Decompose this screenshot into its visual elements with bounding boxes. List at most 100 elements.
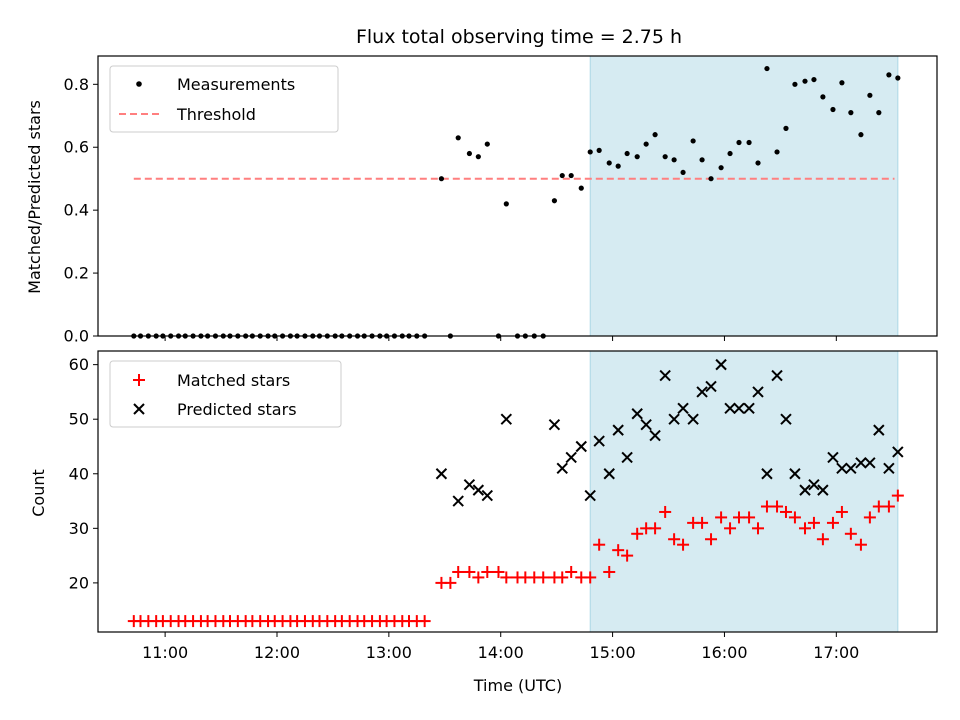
measurement-point	[811, 76, 817, 83]
measurement-point	[718, 165, 724, 171]
measurement-point	[652, 132, 658, 138]
measurement-point	[820, 94, 826, 100]
matched-star-point	[835, 505, 848, 518]
measurement-point	[858, 132, 864, 138]
ratio-y-axis-label: Matched/Predicted stars	[25, 100, 44, 294]
measurement-point	[634, 154, 640, 160]
count-shaded-region	[589, 350, 899, 633]
predicted-star-point	[845, 462, 857, 475]
predicted-star-point	[789, 468, 801, 480]
measurement-point	[690, 138, 696, 144]
measurement-point	[680, 169, 686, 176]
predicted-star-point	[827, 451, 839, 464]
predicted-star-point	[808, 478, 820, 491]
matched-star-point	[603, 565, 616, 578]
measurement-point	[671, 157, 677, 163]
matched-star-point	[621, 549, 634, 562]
measurement-point	[551, 198, 558, 204]
predicted-star-point	[584, 489, 596, 502]
measurement-point	[848, 110, 854, 116]
matched-star-point	[854, 538, 867, 551]
predicted-star-point	[500, 413, 513, 425]
matched-star-point	[556, 571, 569, 584]
matched-star-point	[891, 489, 904, 502]
x-tick-label: 12:00	[254, 643, 300, 662]
measurement-point	[708, 176, 714, 182]
measurement-point	[643, 141, 649, 147]
predicted-star-point	[780, 413, 792, 425]
measurement-point	[559, 172, 565, 179]
matched-star-point	[732, 511, 745, 524]
legend-predicted-label: Predicted stars	[177, 400, 297, 419]
measurement-point	[792, 81, 798, 87]
matched-star-point	[584, 571, 597, 584]
count-legend-box	[109, 360, 342, 428]
count-points	[127, 358, 904, 628]
measurement-point	[895, 75, 901, 81]
predicted-star-point	[593, 435, 605, 447]
matched-star-point	[444, 576, 457, 589]
matched-star-point	[863, 511, 876, 524]
predicted-star-point	[864, 457, 876, 469]
matched-star-point	[779, 505, 792, 518]
count-plot-frame	[97, 350, 938, 633]
predicted-star-point	[621, 451, 633, 464]
matched-star-point	[798, 522, 811, 535]
ratio-shaded-region	[589, 55, 899, 337]
count-axis-ticks: 20 30 40 50 60 11:00 12:00 13:00 14:00 15:00 16:00…	[69, 355, 860, 662]
matched-star-point	[668, 533, 681, 546]
measurement-point	[606, 160, 612, 166]
predicted-star-point	[696, 386, 708, 398]
predicted-star-point	[668, 413, 680, 425]
y-tick-label: 50	[69, 410, 89, 429]
predicted-star-point	[640, 418, 652, 431]
measurement-point	[662, 154, 668, 160]
predicted-star-point	[649, 429, 661, 442]
predicted-star-point	[565, 451, 577, 464]
predicted-star-point	[883, 462, 895, 475]
ratio-panel: 0.00.20.40.60.8 Matched/Predicted stars …	[25, 55, 938, 346]
count-panel: 20 30 40 50 60 11:00 12:00 13:00 14:00 15:00 16:00…	[29, 350, 938, 695]
measurement-point	[746, 139, 752, 146]
predicted-star-point	[548, 418, 561, 431]
legend-predicted-marker	[133, 403, 145, 415]
ratio-measurement-points	[131, 65, 901, 339]
legend-matched-label: Matched stars	[177, 371, 290, 390]
y-tick-label: 30	[69, 519, 89, 538]
predicted-star-point	[463, 478, 476, 491]
y-tick-label: 0.4	[64, 201, 89, 220]
matched-star-point	[696, 516, 709, 529]
matched-star-point	[631, 527, 644, 540]
measurement-point	[587, 149, 593, 155]
ratio-axis-ticks: 0.0 0.2 0.4 0.6 0.8	[64, 75, 837, 346]
matched-star-point	[752, 522, 765, 535]
predicted-star-point	[472, 484, 485, 496]
matched-star-point	[844, 527, 857, 540]
measurement-point	[886, 72, 892, 78]
predicted-star-point	[836, 462, 848, 475]
matched-star-point	[452, 565, 465, 578]
ratio-legend-box	[109, 65, 339, 133]
measurement-point	[475, 154, 481, 160]
legend-threshold-label: Threshold	[176, 105, 256, 124]
matched-star-point	[659, 505, 672, 518]
predicted-star-point	[855, 457, 867, 469]
y-tick-label: 0.2	[64, 264, 89, 283]
matched-star-point	[481, 565, 494, 578]
ratio-legend: Measurements Threshold	[109, 65, 339, 133]
predicted-star-point	[575, 440, 587, 453]
measurement-point	[596, 147, 602, 153]
matched-star-point	[472, 571, 485, 584]
count-legend: Matched stars Predicted stars	[109, 360, 342, 428]
matched-star-point	[807, 516, 820, 529]
predicted-star-point	[771, 369, 783, 382]
measurement-point	[839, 80, 845, 86]
matched-star-point	[771, 500, 784, 513]
measurement-point	[438, 176, 445, 182]
matched-star-point	[649, 522, 662, 535]
count-y-axis-label: Count	[29, 469, 48, 517]
matched-star-point	[743, 511, 756, 524]
y-tick-label: 60	[69, 355, 89, 374]
measurement-point	[578, 185, 584, 191]
